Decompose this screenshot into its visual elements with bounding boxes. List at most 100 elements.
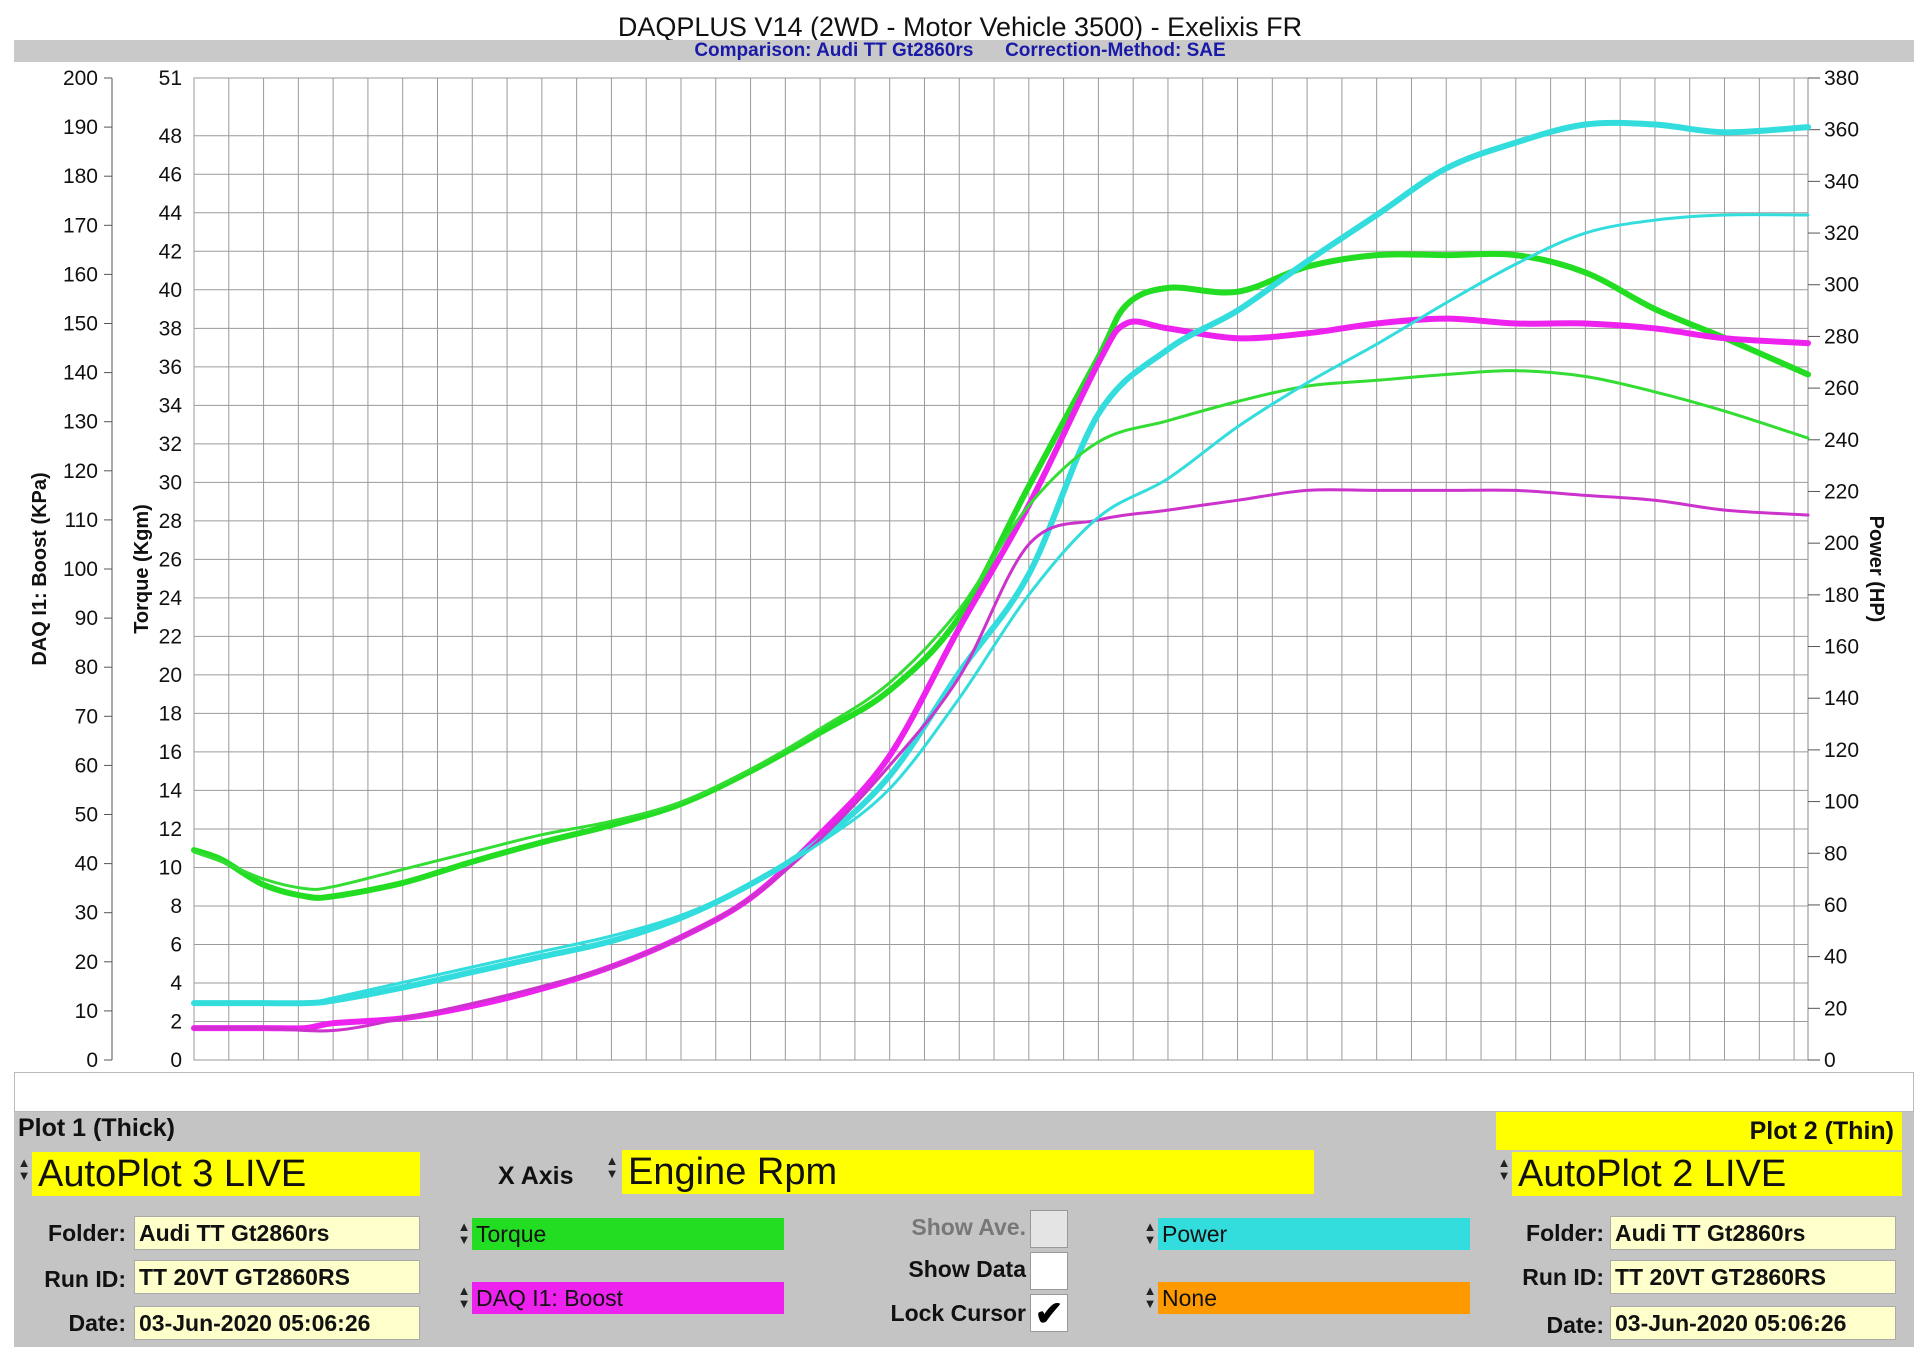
channel4-select[interactable]: None	[1158, 1282, 1470, 1314]
channel2-spinner[interactable]: ▲ ▼	[456, 1284, 472, 1310]
boost-tick-label: 0	[86, 1049, 98, 1072]
spin-down-icon[interactable]: ▼	[17, 1168, 31, 1183]
lock-cursor-checkbox[interactable]: ✔	[1030, 1294, 1068, 1333]
torque-tick-label: 51	[159, 67, 182, 90]
plot1-folder-label: Folder:	[48, 1220, 126, 1246]
torque-tick-label: 0	[170, 1049, 182, 1072]
torque-tick-label: 2	[170, 1010, 182, 1033]
power-tick-label: 220	[1824, 480, 1859, 503]
show-data-checkbox[interactable]	[1030, 1252, 1068, 1290]
boost-tick-label: 30	[75, 902, 98, 925]
power-tick-label: 0	[1824, 1049, 1836, 1072]
torque-tick-label: 40	[159, 279, 182, 302]
power-tick-label: 260	[1824, 377, 1859, 400]
series-line-daq-i1-boost-thick	[191, 315, 1811, 1032]
channel1-spinner[interactable]: ▲ ▼	[456, 1220, 472, 1246]
boost-tick-label: 40	[75, 853, 98, 876]
power-tick-label: 80	[1824, 842, 1847, 865]
xaxis-select[interactable]: Engine Rpm	[622, 1150, 1314, 1194]
spin-down-icon[interactable]: ▼	[457, 1296, 471, 1311]
plot2-folder-label: Folder:	[1526, 1220, 1604, 1246]
plot2-folder-field[interactable]: Audi TT Gt2860rs	[1610, 1216, 1896, 1250]
spin-up-icon[interactable]: ▲	[457, 1283, 471, 1298]
torque-tick-label: 10	[159, 856, 182, 879]
boost-tick-label: 200	[63, 67, 98, 90]
power-tick-label: 140	[1824, 687, 1859, 710]
channel4-spinner[interactable]: ▲ ▼	[1142, 1284, 1158, 1310]
boost-tick-label: 70	[75, 705, 98, 728]
plot2-source-select[interactable]: AutoPlot 2 LIVE	[1512, 1152, 1902, 1196]
boost-tick-label: 120	[63, 460, 98, 483]
power-tick-label: 240	[1824, 429, 1859, 452]
channel2-select[interactable]: DAQ I1: Boost	[472, 1282, 784, 1314]
spin-up-icon[interactable]: ▲	[605, 1153, 619, 1168]
power-tick-label: 60	[1824, 894, 1847, 917]
plot2-runid-field[interactable]: TT 20VT GT2860RS	[1610, 1260, 1896, 1294]
torque-tick-label: 28	[159, 510, 182, 533]
power-tick-label: 320	[1824, 222, 1859, 245]
channel3-select[interactable]: Power	[1158, 1218, 1470, 1250]
plot1-source-select[interactable]: AutoPlot 3 LIVE	[32, 1152, 420, 1196]
series-line-torque-thin	[192, 369, 1810, 891]
series-line-daq-i1-boost-thin	[192, 488, 1810, 1033]
boost-tick-label: 50	[75, 804, 98, 827]
spin-up-icon[interactable]: ▲	[1143, 1283, 1157, 1298]
status-strip	[14, 1072, 1914, 1112]
torque-tick-label: 8	[170, 895, 182, 918]
spin-up-icon[interactable]: ▲	[1497, 1155, 1511, 1170]
torque-tick-label: 4	[170, 972, 182, 995]
torque-tick-label: 34	[159, 394, 183, 417]
torque-tick-label: 44	[159, 202, 183, 225]
torque-tick-label: 48	[159, 125, 182, 148]
spin-up-icon[interactable]: ▲	[1143, 1219, 1157, 1234]
power-tick-label: 180	[1824, 584, 1859, 607]
boost-axis-title: DAQ I1: Boost (KPa)	[29, 472, 51, 665]
show-ave-checkbox[interactable]	[1030, 1210, 1068, 1248]
show-ave-label: Show Ave.	[911, 1214, 1026, 1240]
dyno-chart: 1500175020002250250027503000325035003750…	[29, 67, 1887, 1072]
boost-tick-label: 20	[75, 951, 98, 974]
spin-up-icon[interactable]: ▲	[17, 1155, 31, 1170]
plot1-runid-field[interactable]: TT 20VT GT2860RS	[134, 1260, 420, 1294]
plot2-label: Plot 2 (Thin)	[1496, 1112, 1902, 1150]
spin-down-icon[interactable]: ▼	[1497, 1168, 1511, 1183]
plot1-folder-field[interactable]: Audi TT Gt2860rs	[134, 1216, 420, 1250]
chart-title: DAQPLUS V14 (2WD - Motor Vehicle 3500) -…	[617, 12, 1303, 42]
channel1-select[interactable]: Torque	[472, 1218, 784, 1250]
spin-down-icon[interactable]: ▼	[1143, 1232, 1157, 1247]
boost-tick-label: 80	[75, 656, 98, 679]
channel3-spinner[interactable]: ▲ ▼	[1142, 1220, 1158, 1246]
spin-down-icon[interactable]: ▼	[605, 1166, 619, 1181]
spin-down-icon[interactable]: ▼	[1143, 1296, 1157, 1311]
series-line-power-thin	[192, 213, 1810, 1005]
subtitle-bar	[14, 40, 1914, 62]
spin-up-icon[interactable]: ▲	[457, 1219, 471, 1234]
plot1-source-spinner[interactable]: ▲ ▼	[16, 1156, 32, 1182]
grid	[193, 77, 1809, 1061]
power-tick-label: 300	[1824, 274, 1859, 297]
torque-tick-label: 18	[159, 702, 182, 725]
torque-tick-label: 20	[159, 664, 182, 687]
plot2-date-field[interactable]: 03-Jun-2020 05:06:26	[1610, 1306, 1896, 1340]
torque-tick-label: 38	[159, 317, 182, 340]
power-tick-label: 360	[1824, 119, 1859, 142]
series-lines	[191, 119, 1811, 1033]
spin-down-icon[interactable]: ▼	[457, 1232, 471, 1247]
torque-tick-label: 24	[159, 587, 183, 610]
power-tick-label: 20	[1824, 997, 1847, 1020]
xaxis-spinner[interactable]: ▲ ▼	[604, 1154, 620, 1180]
xaxis-label: X Axis	[498, 1162, 574, 1190]
plot1-runid-label: Run ID:	[44, 1266, 126, 1292]
torque-tick-label: 22	[159, 625, 182, 648]
torque-tick-label: 30	[159, 471, 182, 494]
plot1-date-field[interactable]: 03-Jun-2020 05:06:26	[134, 1306, 420, 1340]
boost-tick-label: 150	[63, 313, 98, 336]
boost-tick-label: 100	[63, 558, 98, 581]
boost-tick-label: 60	[75, 754, 98, 777]
boost-tick-label: 190	[63, 116, 98, 139]
chart-subtitle: Comparison: Audi TT Gt2860rs Correction-…	[694, 40, 1226, 61]
torque-tick-label: 36	[159, 356, 182, 379]
plot2-source-spinner[interactable]: ▲ ▼	[1496, 1156, 1512, 1182]
show-data-label: Show Data	[908, 1256, 1026, 1282]
axes: 1500175020002250250027503000325035003750…	[29, 67, 1887, 1072]
